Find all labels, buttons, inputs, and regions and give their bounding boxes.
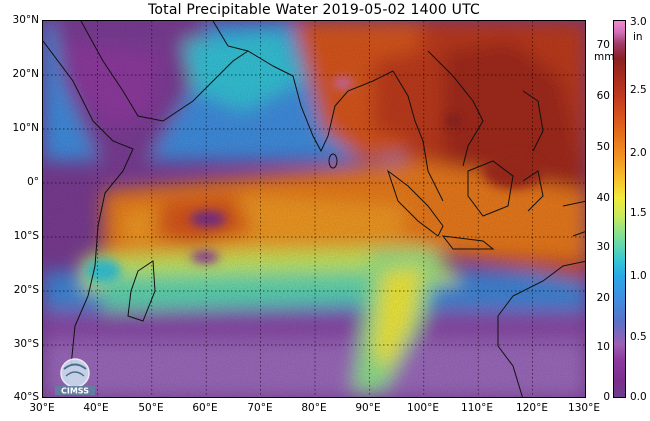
- lat-tick: 40°S: [13, 391, 39, 403]
- colorbar-in-tick: 1.5: [630, 207, 647, 219]
- lon-tick: 70°E: [247, 402, 273, 414]
- lat-tick: 10°S: [13, 230, 39, 242]
- colorbar-mm-tick: 10: [596, 341, 610, 353]
- colorbar-mm-tick: 70: [596, 39, 610, 51]
- colorbar-in-tick: 2.0: [630, 147, 647, 159]
- colorbar-mm-tick: 60: [596, 90, 610, 102]
- lon-tick: 90°E: [355, 402, 381, 414]
- lon-tick: 110°E: [461, 402, 493, 414]
- lon-tick: 80°E: [301, 402, 327, 414]
- colorbar-in-tick: 0.5: [630, 331, 647, 343]
- colorbar-mm-tick: 20: [596, 292, 610, 304]
- colorbar-mm-tick: 30: [596, 241, 610, 253]
- lat-tick: 0°: [27, 176, 39, 188]
- colorbar-mm-tick: 0: [603, 391, 610, 403]
- colorbar-mm-tick: 50: [596, 141, 610, 153]
- colorbar-in-tick: 3.0: [630, 16, 647, 28]
- lat-tick: 20°S: [13, 284, 39, 296]
- colorbar-in-unit: in: [633, 31, 643, 43]
- lon-tick: 30°E: [29, 402, 55, 414]
- svg-text:CIMSS: CIMSS: [61, 387, 89, 396]
- lon-tick: 40°E: [83, 402, 109, 414]
- lon-tick: 120°E: [516, 402, 548, 414]
- colorbar-in-tick: 0.0: [630, 391, 647, 403]
- lon-tick: 60°E: [192, 402, 218, 414]
- colorbar-mm-tick: 40: [596, 192, 610, 204]
- tpw-field: [43, 21, 585, 397]
- cimss-logo: CIMSS: [55, 358, 95, 396]
- lat-tick: 30°N: [12, 14, 39, 26]
- colorbar-in-tick: 1.0: [630, 270, 647, 282]
- map-title: Total Precipitable Water 2019-05-02 1400…: [148, 2, 480, 18]
- colorbar-mm-unit: mm: [594, 51, 615, 63]
- colorbar-in-tick: 2.5: [630, 84, 647, 96]
- lat-tick: 20°N: [12, 68, 39, 80]
- coastlines: [43, 21, 585, 397]
- lat-tick: 10°N: [12, 122, 39, 134]
- lon-tick: 50°E: [138, 402, 164, 414]
- colorbar: [613, 20, 626, 398]
- lon-tick: 100°E: [407, 402, 439, 414]
- lon-tick: 130°E: [568, 402, 600, 414]
- tpw-map: [42, 20, 586, 398]
- lat-tick: 30°S: [13, 338, 39, 350]
